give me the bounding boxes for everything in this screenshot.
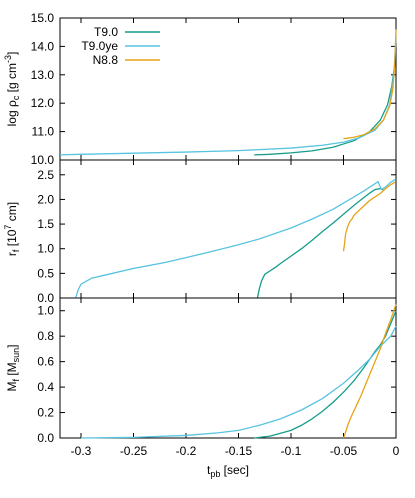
series-line-t90: [254, 63, 396, 156]
y-tick-label: 2.5: [37, 168, 54, 182]
y-label-sub: f: [11, 249, 21, 252]
y-label-sup: 7: [3, 225, 13, 230]
plot-frame: [59, 297, 397, 439]
x-label-main: t: [207, 463, 211, 477]
y-label-unit: [g cm: [5, 63, 19, 96]
series-line-n88: [342, 181, 396, 252]
x-label-sub: pb: [210, 469, 220, 479]
legend-label: N8.8: [93, 53, 119, 67]
panel-3: 0.0 0.2 0.4 0.6 0.8 1.0 Mf [Msun] -0.3 -0.25 -0.2…: [5, 297, 400, 479]
x-tick-label: -0.05: [330, 444, 358, 458]
y-label-main: r: [5, 252, 19, 256]
series-line-n88: [343, 29, 397, 140]
x-tick-label: -0.25: [120, 444, 148, 458]
legend-label: T9.0: [94, 25, 118, 39]
y-label-unit: [10: [5, 229, 19, 249]
panel-1: 10.0 11.0 12.0 13.0 14.0 15.0 log ρc [g cm-3] T…: [3, 11, 397, 167]
y-label-sup: -3: [3, 55, 13, 63]
y-tick-label: 1.5: [37, 217, 54, 231]
series-line-t90: [254, 310, 397, 439]
series-line-n88: [342, 304, 397, 439]
plot-frame: [59, 159, 397, 299]
x-tick-label: 0: [393, 444, 400, 458]
y-label-unit-end: ]: [5, 52, 19, 55]
y-tick-label: 0.5: [37, 266, 54, 280]
y-tick-label: 0.0: [37, 291, 54, 305]
y-tick-label: 0.4: [37, 380, 54, 394]
legend-label: T9.0ye: [81, 39, 118, 53]
x-axis-label: tpb [sec]: [207, 463, 249, 479]
y-tick-label: 10.0: [31, 153, 55, 167]
y-axis-label: rf [107 cm]: [3, 202, 21, 256]
x-label-unit: [sec]: [220, 463, 249, 477]
y-label-unit-end: cm]: [5, 202, 19, 225]
y-tick-label: 14.0: [31, 39, 55, 53]
y-tick-label: 0.8: [37, 329, 54, 343]
y-tick-label: 0.6: [37, 355, 54, 369]
panels-group: 10.0 11.0 12.0 13.0 14.0 15.0 log ρc [g cm-3] T…: [3, 11, 400, 479]
y-tick-label: 1.0: [37, 242, 54, 256]
y-tick-label: 12.0: [31, 96, 55, 110]
x-tick-label: -0.2: [176, 444, 197, 458]
y-axis-label: Mf [Msun]: [5, 344, 21, 391]
x-tick-label: -0.3: [71, 444, 92, 458]
y-tick-label: 2.0: [37, 192, 54, 206]
x-tick-label: -0.1: [281, 444, 302, 458]
y-label-sub: f: [11, 379, 21, 382]
y-label-unit-end: ]: [5, 344, 19, 347]
y-tick-label: 0.0: [37, 431, 54, 445]
y-tick-label: 0.2: [37, 406, 54, 420]
panel-2: 0.0 0.5 1.0 1.5 2.0 2.5 rf [107 cm]: [3, 159, 397, 305]
y-label-unit: [M: [5, 362, 19, 379]
y-tick-label: 1.0: [37, 304, 54, 318]
y-axis-label: log ρc [g cm-3]: [3, 52, 21, 127]
y-label-main: M: [5, 382, 19, 392]
x-tick-label: -0.15: [225, 444, 253, 458]
y-label-sub: c: [11, 95, 21, 100]
y-tick-label: 13.0: [31, 68, 55, 82]
y-label-unit-sub: sun: [11, 348, 21, 363]
series-line-t90: [256, 187, 384, 299]
series-line-t90ye: [75, 179, 396, 299]
y-label-main: log ρ: [5, 100, 19, 126]
y-tick-label: 11.0: [32, 125, 55, 139]
y-tick-label: 15.0: [31, 11, 55, 25]
